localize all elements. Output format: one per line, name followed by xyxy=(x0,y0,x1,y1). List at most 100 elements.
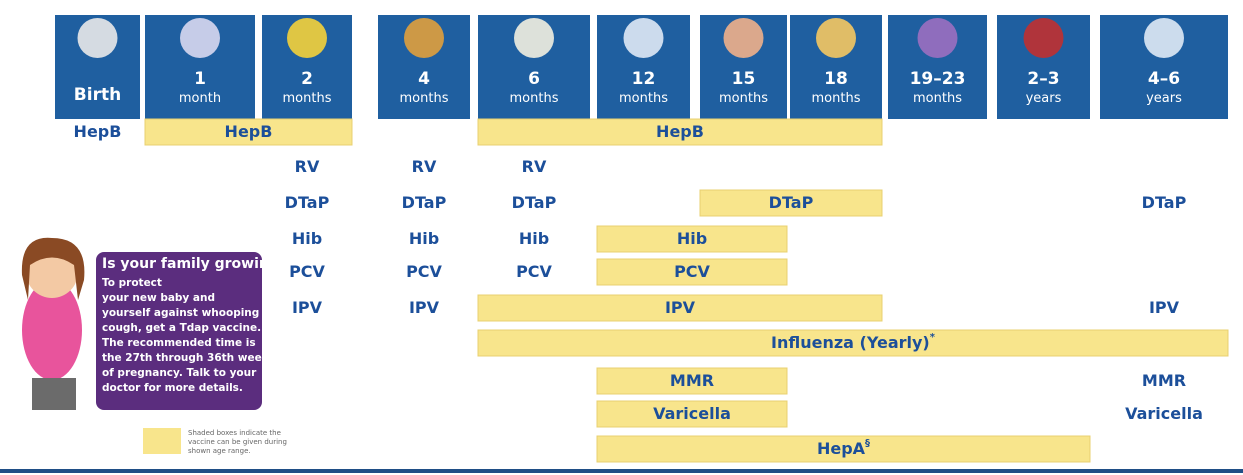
schedule-bar xyxy=(596,225,788,253)
vaccine-label: Hib xyxy=(292,229,322,248)
age-icon xyxy=(723,18,764,58)
vaccine-name: Hib xyxy=(409,229,439,248)
vaccine-name: IPV xyxy=(409,298,440,317)
age-icon xyxy=(180,18,220,58)
vaccine-label: PCV xyxy=(516,262,552,281)
age-number: 4–6 xyxy=(1148,69,1180,89)
callout-text: doctor for more details. xyxy=(102,382,243,394)
legend-swatch xyxy=(143,428,181,454)
vaccine-label: Hib xyxy=(677,229,707,248)
vaccine-label: MMR xyxy=(1142,371,1186,390)
vaccine-label: HepA§ xyxy=(817,438,870,458)
vaccine-label: HepB xyxy=(656,122,704,141)
vaccine-name: Varicella xyxy=(653,404,731,423)
schedule-bar xyxy=(477,329,1229,357)
vaccine-name: HepB xyxy=(225,122,273,141)
vaccine-name: IPV xyxy=(665,298,696,317)
age-icon xyxy=(1144,18,1184,58)
age-number: 2–3 xyxy=(1027,69,1059,89)
vaccine-name: PCV xyxy=(289,262,325,281)
age-icon xyxy=(623,18,664,58)
vaccine-label: DTaP xyxy=(402,193,447,212)
vaccine-label: Influenza (Yearly)* xyxy=(771,332,936,352)
schedule-bar xyxy=(596,367,788,395)
vaccine-name: PCV xyxy=(406,262,442,281)
vaccine-label: DTaP xyxy=(512,193,557,212)
vaccine-label: MMR xyxy=(670,371,714,390)
vaccine-name: DTaP xyxy=(512,193,557,212)
vaccine-name: DTaP xyxy=(285,193,330,212)
vaccine-name: DTaP xyxy=(769,193,814,212)
schedule-bar xyxy=(477,118,883,146)
vaccine-name: RV xyxy=(522,157,547,176)
age-unit: months xyxy=(400,91,449,106)
age-number: 19–23 xyxy=(910,69,966,89)
age-icon xyxy=(404,18,444,58)
vaccine-name: PCV xyxy=(516,262,552,281)
vaccine-name: Hib xyxy=(519,229,549,248)
vaccine-label: PCV xyxy=(674,262,710,281)
age-number: 15 xyxy=(732,69,756,89)
vaccine-name: MMR xyxy=(1142,371,1186,390)
vaccine-name: RV xyxy=(295,157,320,176)
vaccine-label: HepB xyxy=(74,122,122,141)
schedule-bar xyxy=(699,189,883,217)
vaccine-name: MMR xyxy=(670,371,714,390)
vaccine-name: RV xyxy=(412,157,437,176)
vaccine-label: IPV xyxy=(292,298,323,317)
schedule-bar xyxy=(144,118,353,146)
vaccine-label: Varicella xyxy=(1125,404,1203,423)
vaccine-name: PCV xyxy=(674,262,710,281)
age-unit: months xyxy=(619,91,668,106)
schedule-bar xyxy=(596,400,788,428)
legend-text: vaccine can be given during xyxy=(188,438,287,446)
vaccine-name: Varicella xyxy=(1125,404,1203,423)
age-unit: years xyxy=(1146,91,1182,106)
age-unit: months xyxy=(719,91,768,106)
age-icon xyxy=(917,18,958,58)
vaccine-label: RV xyxy=(522,157,547,176)
callout-text: the 27th through 36th week xyxy=(102,352,270,364)
age-number: 6 xyxy=(528,69,540,89)
schedule-bar xyxy=(477,294,883,322)
callout-text: of pregnancy. Talk to your xyxy=(102,367,257,379)
schedule-bar xyxy=(596,435,1091,463)
age-unit: months xyxy=(812,91,861,106)
footnote-mark: § xyxy=(865,438,870,449)
age-number: 4 xyxy=(418,69,430,89)
age-unit: month xyxy=(179,91,221,106)
age-icon xyxy=(287,18,327,58)
callout-text: cough, get a Tdap vaccine. xyxy=(102,322,261,334)
age-icon xyxy=(514,18,554,58)
vaccine-label: HepB xyxy=(225,122,273,141)
vaccine-label: DTaP xyxy=(285,193,330,212)
age-number: 2 xyxy=(301,69,313,89)
vaccine-label: IPV xyxy=(1149,298,1180,317)
vaccine-name: IPV xyxy=(1149,298,1180,317)
age-number: 1 xyxy=(194,69,206,89)
vaccine-label: Hib xyxy=(519,229,549,248)
vaccine-name: Hib xyxy=(677,229,707,248)
vaccine-label: IPV xyxy=(665,298,696,317)
vaccine-name: Hib xyxy=(292,229,322,248)
age-number: 12 xyxy=(632,69,656,89)
callout-text: your new baby and xyxy=(102,292,215,304)
callout-box xyxy=(96,252,262,410)
age-icon xyxy=(1023,18,1064,58)
mom-illustration xyxy=(21,237,85,410)
vaccine-label: PCV xyxy=(406,262,442,281)
callout-text: To protect xyxy=(102,277,162,289)
vaccine-label: IPV xyxy=(409,298,440,317)
legend-text: Shaded boxes indicate the xyxy=(188,429,281,437)
vaccine-name: HepA xyxy=(817,439,866,458)
vaccine-label: RV xyxy=(412,157,437,176)
callout-heading: Is your family growing? xyxy=(102,256,287,272)
legend-text: shown age range. xyxy=(188,447,251,455)
age-unit: months xyxy=(510,91,559,106)
vaccine-name: HepB xyxy=(656,122,704,141)
vaccine-label: RV xyxy=(295,157,320,176)
footnote-mark: * xyxy=(930,332,936,343)
age-unit: months xyxy=(283,91,332,106)
age-number: 18 xyxy=(824,69,848,89)
